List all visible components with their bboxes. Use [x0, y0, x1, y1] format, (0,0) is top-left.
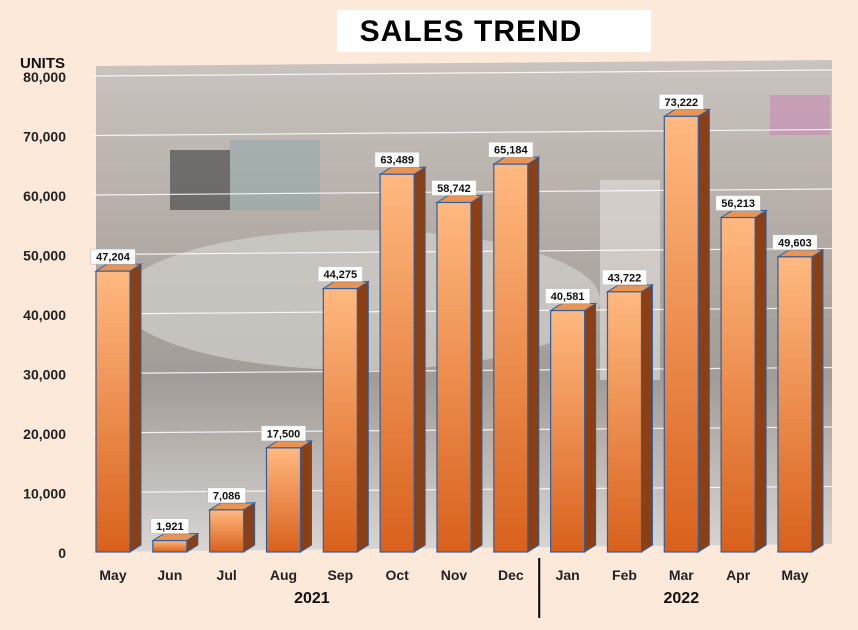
- chart-title: SALES TREND: [359, 15, 583, 48]
- bar: [379, 173, 415, 553]
- y-tick-label: 60,000: [23, 188, 66, 204]
- data-label: 7,086: [213, 490, 241, 502]
- bar: [209, 509, 245, 553]
- x-tick-label: Jan: [556, 567, 580, 583]
- bar-group: 44,275: [317, 266, 371, 553]
- bar-side: [697, 108, 710, 553]
- year-label: 2021: [294, 590, 330, 607]
- data-label: 1,921: [156, 521, 184, 533]
- data-label: 63,489: [380, 155, 414, 167]
- bar: [493, 163, 529, 553]
- data-label-box: [90, 248, 136, 265]
- x-tick-label: Aug: [270, 567, 297, 583]
- bar: [95, 270, 131, 553]
- x-tick-label: Jun: [157, 567, 182, 583]
- bar-side: [754, 209, 767, 553]
- bar-group: 63,489: [374, 151, 427, 553]
- data-label-box: [207, 487, 246, 504]
- y-tick-label: 80,000: [23, 69, 66, 85]
- bar-side: [129, 263, 142, 553]
- data-label: 58,742: [437, 183, 471, 195]
- data-label: 65,184: [494, 145, 529, 157]
- bar-side: [527, 156, 540, 553]
- bar-group: 17,500: [260, 425, 314, 553]
- data-label-box: [150, 518, 190, 534]
- data-label-box: [317, 266, 363, 282]
- bar: [720, 216, 756, 553]
- bar: [550, 309, 586, 553]
- bar-group: 56,213: [715, 195, 768, 553]
- data-label-box: [772, 234, 818, 251]
- data-label: 44,275: [323, 269, 357, 281]
- data-label: 73,222: [664, 97, 698, 109]
- bars: 47,204 1,921 7,086 17,500 44,275 63,489 58,742…: [90, 94, 825, 553]
- x-axis: May Jun Jul Aug Sep Oct Nov Dec Jan Feb Mar Apr May 2…: [99, 558, 809, 618]
- x-tick-label: May: [781, 567, 808, 583]
- data-label-box: [545, 288, 591, 304]
- bar-side: [470, 194, 483, 553]
- data-label: 17,500: [267, 428, 301, 440]
- y-tick-label: 50,000: [23, 248, 66, 264]
- bar: [663, 115, 699, 553]
- data-label: 47,204: [96, 252, 131, 264]
- x-tick-label: Nov: [441, 567, 468, 583]
- bar-group: 7,086: [207, 487, 257, 553]
- bar: [265, 447, 302, 553]
- title-background: [337, 10, 651, 52]
- bar: [436, 201, 472, 553]
- y-tick-label: 0: [58, 545, 66, 561]
- data-label-box: [601, 269, 647, 286]
- bar-side: [299, 439, 312, 553]
- gridline: [91, 69, 833, 77]
- bar-group: 40,581: [545, 288, 598, 553]
- bar: [777, 256, 813, 553]
- data-label-box: [374, 151, 420, 168]
- bar-side: [584, 302, 597, 553]
- bar-side: [640, 283, 653, 553]
- data-label: 49,603: [778, 237, 812, 249]
- data-label-box: [488, 141, 534, 158]
- data-label: 56,213: [721, 198, 755, 210]
- y-tick-label: 70,000: [23, 129, 66, 145]
- data-label-box: [658, 94, 704, 110]
- y-axis: 0 10,000 20,000 30,000 40,000 50,000 60,000 70,…: [20, 55, 66, 561]
- bar: [152, 539, 188, 553]
- bar-group: 1,921: [150, 518, 200, 553]
- bar-group: 58,742: [431, 180, 484, 553]
- data-label-box: [715, 195, 761, 211]
- x-tick-label: Sep: [327, 567, 353, 583]
- data-label-box: [260, 425, 306, 442]
- data-label: 43,722: [608, 272, 642, 284]
- bar-group: 43,722: [601, 269, 655, 553]
- bar-group: 47,204: [90, 248, 143, 553]
- x-tick-label: Jul: [217, 567, 237, 583]
- bar-group: 73,222: [658, 94, 712, 553]
- x-tick-label: Apr: [726, 567, 751, 583]
- bar: [322, 287, 358, 553]
- y-axis-label: UNITS: [20, 55, 65, 72]
- x-tick-label: Feb: [612, 567, 637, 583]
- x-tick-label: Mar: [669, 567, 694, 583]
- y-tick-label: 20,000: [23, 426, 66, 442]
- x-tick-label: May: [99, 567, 126, 583]
- bar-group: 49,603: [772, 234, 825, 553]
- bar-side: [243, 501, 256, 553]
- bar-group: 65,184: [488, 141, 541, 553]
- data-label: 40,581: [551, 291, 585, 303]
- data-label-box: [431, 180, 477, 196]
- x-tick-label: Dec: [498, 567, 524, 583]
- bar-side: [413, 166, 426, 553]
- bar-side: [356, 280, 369, 553]
- bar-side: [811, 248, 824, 553]
- y-tick-label: 40,000: [23, 307, 66, 323]
- x-tick-label: Oct: [385, 567, 409, 583]
- bar: [606, 291, 643, 553]
- y-tick-label: 30,000: [23, 367, 66, 383]
- y-tick-label: 10,000: [23, 486, 66, 502]
- year-label: 2022: [664, 590, 700, 607]
